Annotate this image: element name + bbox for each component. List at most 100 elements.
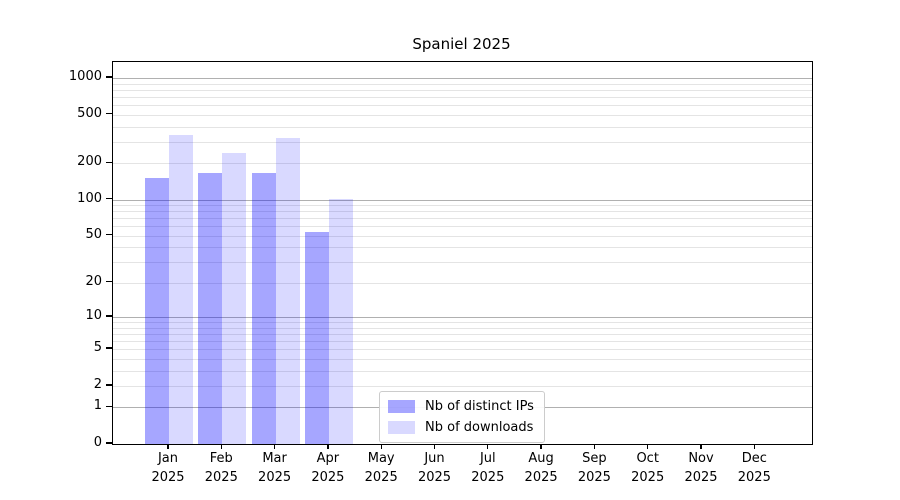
gridline-minor — [113, 247, 812, 249]
gridline-minor — [113, 282, 812, 284]
legend-item-distinct-ips: Nb of distinct IPs — [388, 397, 534, 416]
x-tick-label-year: 2025 — [258, 470, 292, 485]
x-tick-mark — [327, 444, 329, 449]
chart-title: Spaniel 2025 — [412, 35, 511, 53]
x-tick-label-year: 2025 — [737, 470, 771, 485]
y-tick-mark — [106, 161, 112, 163]
x-tick-label-month: Jan — [157, 451, 179, 466]
gridline-minor — [113, 114, 812, 116]
bar-distinct-ips-feb — [198, 172, 223, 444]
plot-area — [112, 61, 813, 445]
y-tick-mark — [106, 281, 112, 283]
x-tick-label-month: Sep — [582, 451, 607, 466]
y-tick-mark — [106, 76, 112, 78]
legend-swatch-downloads — [388, 421, 415, 434]
x-tick-label-year: 2025 — [417, 470, 452, 485]
x-tick-mark — [540, 444, 542, 449]
x-tick-mark — [433, 444, 436, 449]
bar-distinct-ips-apr — [304, 231, 329, 444]
x-tick-label-month: Nov — [688, 451, 714, 466]
legend-item-downloads: Nb of downloads — [388, 418, 534, 437]
x-tick-label-year: 2025 — [151, 470, 185, 485]
x-tick-label-sep: Sep 2025 — [562, 449, 626, 487]
x-tick-mark — [647, 444, 649, 449]
gridline-minor — [113, 327, 812, 329]
gridline-minor — [113, 262, 812, 264]
y-tick-label: 0 — [93, 435, 102, 450]
x-tick-mark — [220, 444, 222, 449]
gridline-minor — [113, 358, 812, 360]
x-tick-label-aug: Aug 2025 — [509, 449, 573, 487]
x-tick-mark — [593, 444, 596, 449]
y-tick-label: 50 — [85, 226, 102, 242]
y-tick-label: 100 — [77, 190, 102, 206]
y-tick-mark — [106, 234, 112, 236]
x-tick-label-jan: Jan 2025 — [136, 449, 200, 487]
x-tick-label-oct: Oct 2025 — [616, 449, 680, 487]
bar-distinct-ips-jan — [145, 177, 169, 444]
gridline-minor — [113, 96, 812, 98]
x-tick-label-year: 2025 — [204, 470, 238, 485]
y-tick-label: 20 — [85, 273, 102, 289]
x-tick-mark — [380, 444, 382, 449]
bar-distinct-ips-mar — [251, 173, 276, 444]
legend-label-downloads: Nb of downloads — [425, 420, 534, 435]
x-tick-label-may: May 2025 — [349, 449, 413, 487]
x-tick-mark — [487, 444, 489, 449]
y-tick-mark — [106, 347, 112, 349]
x-tick-label-month: Feb — [209, 451, 233, 466]
y-tick-label: 500 — [77, 105, 102, 121]
legend-swatch-distinct-ips — [388, 400, 415, 413]
x-tick-label-year: 2025 — [364, 470, 398, 485]
gridline-major — [113, 78, 812, 80]
gridline-minor — [113, 218, 812, 220]
y-tick-mark — [106, 405, 112, 407]
x-tick-label-month: Mar — [262, 451, 287, 466]
legend-label-distinct-ips: Nb of distinct IPs — [425, 399, 534, 414]
gridline-minor — [113, 370, 812, 372]
x-tick-label-year: 2025 — [684, 470, 718, 485]
y-tick-label: 10 — [85, 307, 102, 323]
x-tick-label-jul: Jul 2025 — [456, 449, 520, 487]
gridline-major — [113, 316, 812, 318]
x-tick-label-year: 2025 — [631, 470, 665, 485]
bar-downloads-feb — [222, 152, 247, 444]
x-tick-label-month: Aug — [528, 451, 554, 466]
gridline-minor — [113, 322, 812, 324]
y-tick-mark — [106, 315, 112, 317]
y-tick-label: 1 — [93, 398, 102, 414]
gridline-minor — [113, 226, 812, 228]
y-tick-mark — [106, 197, 112, 200]
y-tick-mark — [106, 384, 112, 386]
x-tick-label-year: 2025 — [524, 470, 558, 485]
y-tick-label: 5 — [93, 340, 102, 356]
x-tick-label-month: Jul — [479, 451, 496, 466]
x-tick-label-year: 2025 — [577, 470, 611, 485]
legend: Nb of distinct IPs Nb of downloads — [379, 391, 545, 443]
x-tick-label-feb: Feb 2025 — [189, 449, 253, 487]
x-tick-label-nov: Nov 2025 — [669, 449, 733, 487]
x-tick-label-apr: Apr 2025 — [296, 449, 360, 487]
bar-downloads-apr — [328, 198, 353, 444]
gridline-minor — [113, 141, 812, 143]
y-tick-mark — [106, 113, 112, 115]
y-tick-mark — [106, 442, 112, 444]
x-tick-label-month: May — [367, 451, 395, 466]
y-tick-label: 2 — [93, 376, 102, 392]
bar-downloads-mar — [275, 137, 300, 444]
gridline-minor — [113, 235, 812, 237]
gridline-minor — [113, 163, 812, 165]
x-tick-label-dec: Dec 2025 — [722, 449, 786, 487]
gridline-minor — [113, 349, 812, 351]
x-tick-mark — [167, 444, 169, 449]
x-tick-label-month: Jun — [424, 451, 445, 466]
x-tick-label-year: 2025 — [471, 470, 505, 485]
x-tick-label-month: Dec — [741, 451, 767, 466]
x-tick-label-jun: Jun 2025 — [403, 449, 467, 487]
x-tick-mark — [700, 444, 702, 449]
gridline-minor — [113, 211, 812, 213]
gridline-minor — [113, 340, 812, 342]
x-tick-label-month: Apr — [316, 451, 340, 466]
y-tick-label: 200 — [77, 154, 102, 170]
